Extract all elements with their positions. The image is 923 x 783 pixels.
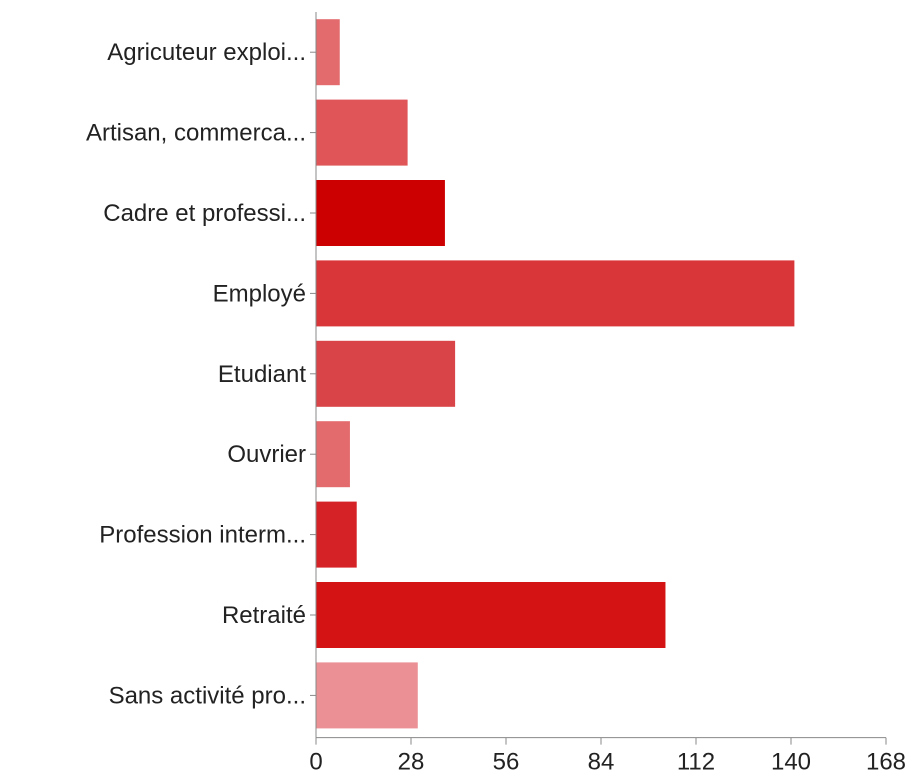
category-label-1: Artisan, commerca... bbox=[86, 120, 306, 147]
bar-8 bbox=[316, 662, 418, 729]
bar-1 bbox=[316, 99, 408, 166]
x-tick-label-1: 28 bbox=[398, 749, 425, 776]
category-label-0: Agricuteur exploi... bbox=[107, 39, 306, 66]
x-tick-label-2: 56 bbox=[493, 749, 520, 776]
category-label-2: Cadre et professi... bbox=[103, 200, 306, 227]
bar-6 bbox=[316, 501, 357, 568]
bar-4 bbox=[316, 340, 456, 407]
bar-3 bbox=[316, 260, 795, 327]
category-label-3: Employé bbox=[213, 280, 306, 307]
bar-2 bbox=[316, 180, 445, 246]
category-labels: Agricuteur exploi... Artisan, commerca...… bbox=[86, 39, 306, 709]
category-label-5: Ouvrier bbox=[227, 441, 306, 468]
x-tick-label-6: 168 bbox=[866, 749, 906, 776]
category-label-8: Sans activité pro... bbox=[109, 682, 306, 709]
x-tick-label-4: 112 bbox=[677, 749, 715, 776]
x-tick-label-0: 0 bbox=[309, 749, 322, 776]
x-axis-ticks: 0 28 56 84 112 140 168 bbox=[309, 737, 906, 776]
x-tick-label-5: 140 bbox=[771, 749, 811, 776]
category-label-4: Etudiant bbox=[218, 361, 306, 388]
bar-7 bbox=[316, 582, 666, 648]
bar-5 bbox=[316, 421, 350, 488]
x-tick-label-3: 84 bbox=[588, 749, 615, 776]
category-label-7: Retraité bbox=[222, 602, 306, 629]
bars-layer bbox=[316, 19, 795, 729]
category-label-6: Profession interm... bbox=[99, 522, 306, 549]
bar-0 bbox=[316, 19, 340, 86]
